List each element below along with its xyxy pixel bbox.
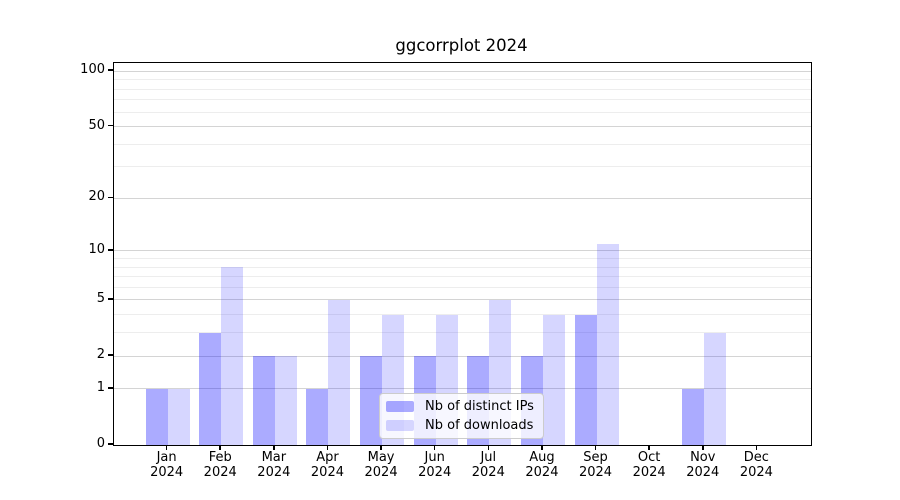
- bar-jan-downloads: [167, 388, 190, 445]
- y-tick-label: 0: [96, 436, 105, 451]
- bar-nov-ips: [681, 388, 704, 445]
- bar-nov-downloads: [703, 332, 726, 445]
- bar-may-ips: [360, 356, 383, 445]
- chart-title: ggcorrplot 2024: [395, 36, 528, 55]
- y-tick-mark: [108, 124, 113, 127]
- x-tick-mark: [541, 445, 543, 450]
- x-tick-label-sep: Sep 2024: [578, 450, 613, 480]
- x-tick-label-nov: Nov 2024: [686, 450, 720, 480]
- x-tick-mark: [326, 445, 329, 450]
- x-tick-mark: [165, 445, 168, 450]
- y-tick-mark: [108, 249, 113, 251]
- gridline: [114, 166, 811, 168]
- y-tick-label: 10: [88, 241, 105, 257]
- y-tick-mark: [108, 443, 113, 445]
- gridline: [114, 143, 811, 145]
- x-tick-label-dec: Dec 2024: [739, 450, 773, 480]
- x-tick-mark: [487, 445, 490, 450]
- bar-aug-downloads: [542, 314, 565, 445]
- bar-apr-downloads: [328, 299, 351, 445]
- x-tick-mark: [219, 445, 221, 450]
- x-tick-label-feb: Feb 2024: [203, 450, 237, 480]
- gridline: [114, 79, 811, 81]
- bar-feb-downloads: [221, 267, 244, 445]
- x-tick-label-jul: Jul 2024: [471, 450, 505, 480]
- legend-item-distinct-ips: Nb of distinct IPs: [386, 399, 536, 414]
- gridline: [114, 286, 811, 288]
- x-tick-mark: [594, 445, 597, 450]
- bar-mar-ips: [252, 356, 275, 445]
- x-tick-label-may: May 2024: [364, 450, 398, 480]
- x-tick-label-oct: Oct 2024: [632, 450, 666, 480]
- x-tick-label-mar: Mar 2024: [257, 450, 291, 480]
- legend-swatch-distinct-ips: [386, 401, 414, 412]
- gridline: [114, 299, 811, 301]
- y-tick-mark: [108, 298, 113, 300]
- x-tick-mark: [273, 445, 275, 450]
- bar-jan-ips: [145, 388, 168, 445]
- legend-item-downloads: Nb of downloads: [386, 418, 536, 433]
- x-tick-label-jun: Jun 2024: [418, 450, 452, 480]
- gridline: [114, 88, 811, 90]
- y-tick-label: 50: [88, 117, 105, 133]
- y-tick-label: 5: [96, 290, 105, 306]
- bar-sep-ips: [574, 314, 597, 445]
- y-tick-label: 1: [96, 379, 105, 395]
- legend-swatch-downloads: [386, 420, 414, 431]
- bar-sep-downloads: [596, 243, 619, 445]
- legend-label-downloads: Nb of downloads: [425, 418, 534, 433]
- gridline: [114, 99, 811, 101]
- bar-mar-downloads: [274, 356, 297, 445]
- x-tick-mark: [755, 445, 758, 450]
- x-tick-mark: [648, 445, 650, 450]
- x-tick-mark: [380, 445, 382, 450]
- y-tick-mark: [108, 69, 113, 71]
- gridline: [114, 70, 811, 72]
- x-tick-mark: [702, 445, 704, 450]
- gridline: [114, 126, 811, 128]
- gridline: [114, 257, 811, 259]
- gridline: [114, 332, 811, 334]
- x-tick-label-aug: Aug 2024: [525, 450, 559, 480]
- gridline: [114, 388, 811, 390]
- x-tick-label-jan: Jan 2024: [150, 450, 184, 480]
- y-tick-label: 2: [96, 347, 105, 362]
- plot-area: Nb of distinct IPs Nb of downloads: [113, 62, 812, 446]
- y-tick-label: 20: [88, 189, 105, 205]
- y-tick-label: 100: [80, 62, 105, 78]
- x-tick-mark: [433, 445, 436, 450]
- gridline: [114, 266, 811, 268]
- gridline: [114, 276, 811, 278]
- gridline: [114, 250, 811, 252]
- legend: Nb of distinct IPs Nb of downloads: [379, 393, 544, 439]
- y-tick-mark: [108, 196, 113, 199]
- gridline: [114, 197, 811, 199]
- bar-feb-ips: [199, 332, 222, 445]
- gridline: [114, 314, 811, 316]
- y-tick-mark: [108, 387, 113, 389]
- gridline: [114, 355, 811, 357]
- legend-label-distinct-ips: Nb of distinct IPs: [425, 399, 534, 414]
- y-tick-mark: [108, 354, 113, 356]
- x-tick-label-apr: Apr 2024: [310, 450, 344, 480]
- gridline: [114, 111, 811, 113]
- bar-apr-ips: [306, 388, 329, 445]
